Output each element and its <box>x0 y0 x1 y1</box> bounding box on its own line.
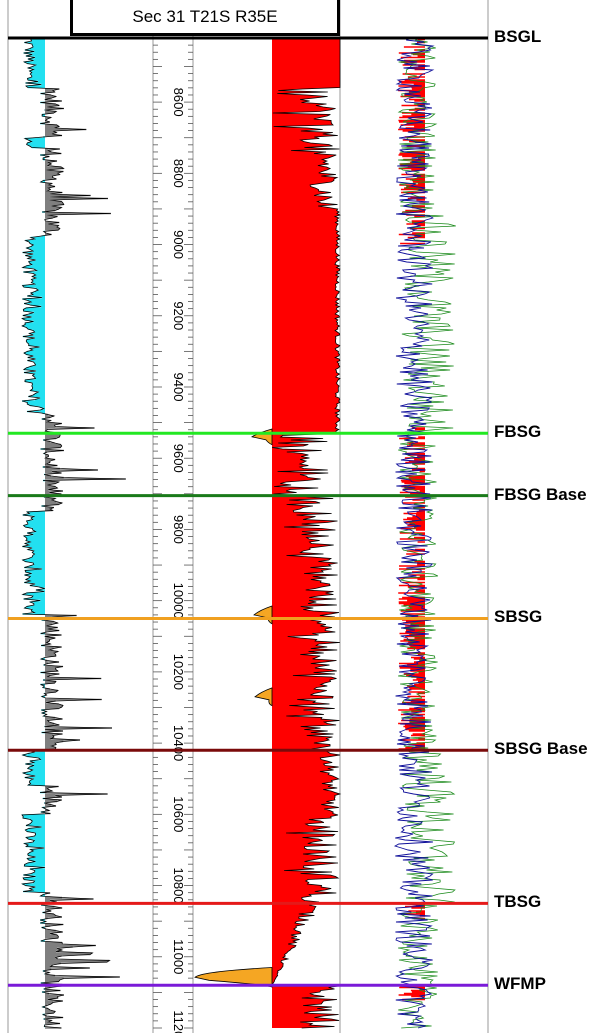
formation-label: FBSG <box>494 422 542 442</box>
depth-tick-label: 10200 <box>171 654 186 690</box>
low-resistivity-spike-2 <box>254 687 273 707</box>
formation-label: FBSG Base <box>494 484 587 504</box>
depth-tick-label: 8600 <box>171 88 186 117</box>
low-resistivity-spike-0 <box>250 428 273 446</box>
depth-track: 8600 8800 9000 9200 9400 9600 9800 10000 10200 10… <box>153 37 193 1033</box>
well-location-label: Sec 31 T21S R35E <box>70 0 340 36</box>
depth-tick-label: 9000 <box>171 230 186 259</box>
depth-tick-label: 10000 <box>171 583 186 619</box>
depth-tick-label: 8800 <box>171 159 186 188</box>
depth-tick-label: 9800 <box>171 515 186 544</box>
formation-label: SBSG <box>494 607 543 627</box>
depth-tick-label: 9400 <box>171 373 186 402</box>
depth-tick-label: 9200 <box>171 301 186 330</box>
formation-label: SBSG Base <box>494 739 588 759</box>
depth-tick-label: 9600 <box>171 444 186 473</box>
track-borders <box>7 0 489 1033</box>
porosity-curve-blue <box>393 37 435 1029</box>
formation-label: BSGL <box>494 27 542 46</box>
low-resistivity-spike-1 <box>253 605 273 625</box>
depth-tick-label: 11000 <box>171 939 186 974</box>
resistivity-fill <box>272 38 340 1028</box>
formation-label: TBSG <box>494 892 542 912</box>
gamma-ray-curve <box>21 37 126 1029</box>
gamma-ray-track <box>21 37 126 1029</box>
depth-tick-label: 11200 <box>171 1010 186 1033</box>
formation-top-lines <box>8 36 488 987</box>
resistivity-track <box>194 38 342 1029</box>
porosity-track <box>393 37 456 1029</box>
depth-tick-label: 10400 <box>171 725 186 761</box>
depth-tick-label: 10600 <box>171 796 186 832</box>
formation-label: WFMP <box>494 974 546 994</box>
resistivity-curve <box>271 38 342 1029</box>
depth-tick-label: 10800 <box>171 867 186 903</box>
